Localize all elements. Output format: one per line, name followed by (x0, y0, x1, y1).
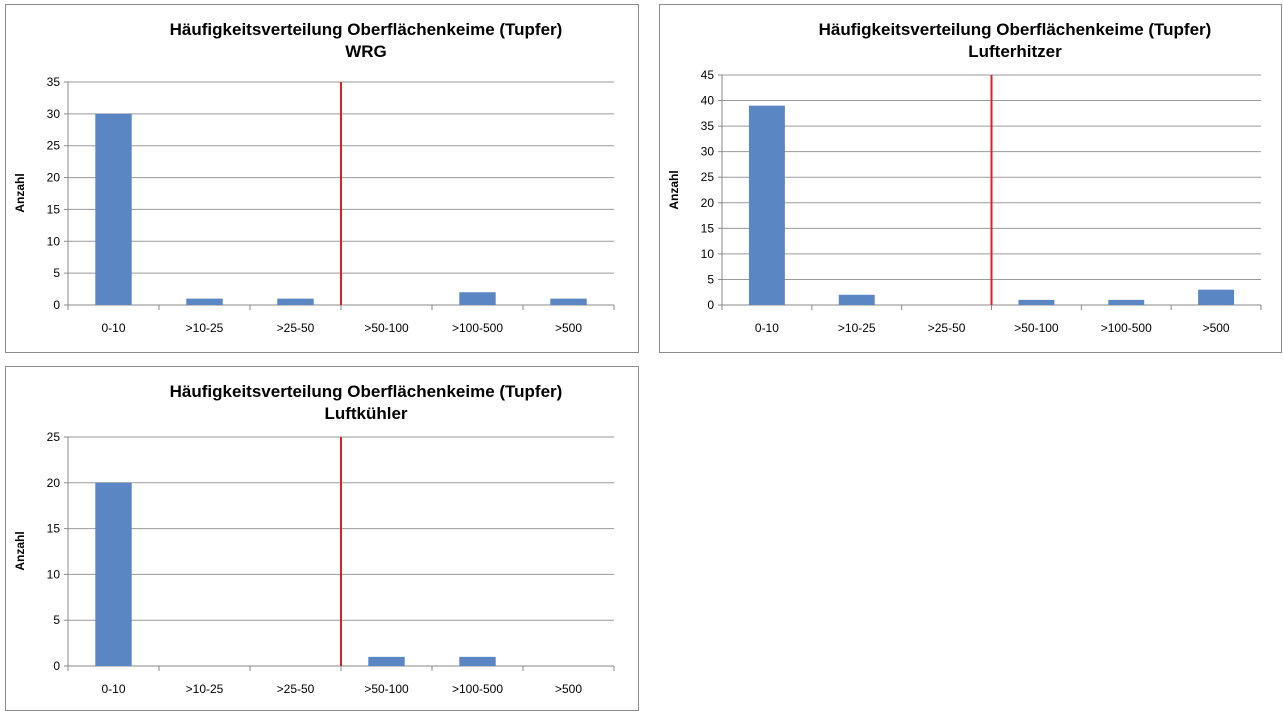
x-tick-label: 0-10 (101, 682, 125, 696)
bar (95, 482, 132, 666)
chart-subtitle: Luftkühler (324, 404, 407, 423)
x-tick-label: >100-500 (452, 321, 503, 335)
y-axis-label: Anzahl (13, 531, 27, 570)
chart-title: Häufigkeitsverteilung Oberflächenkeime (… (170, 20, 563, 39)
chart-panel-luftkuehler: Häufigkeitsverteilung Oberflächenkeime (… (5, 366, 639, 711)
bar (1198, 289, 1235, 305)
bar (95, 113, 132, 305)
y-tick-label: 30 (701, 145, 715, 159)
y-tick-label: 25 (701, 170, 715, 184)
x-tick-label: 0-10 (755, 321, 779, 335)
y-tick-label: 5 (53, 266, 60, 280)
bar (186, 298, 223, 305)
y-tick-label: 5 (707, 272, 714, 286)
y-axis-label: Anzahl (13, 173, 27, 212)
x-tick-label: >50-100 (364, 682, 409, 696)
bar (748, 105, 785, 306)
x-tick-label: >10-25 (186, 321, 224, 335)
x-tick-label: >25-50 (928, 321, 966, 335)
y-tick-label: 15 (47, 522, 61, 536)
bar (459, 292, 496, 305)
y-tick-label: 20 (701, 196, 715, 210)
y-tick-label: 5 (53, 613, 60, 627)
y-tick-label: 0 (707, 298, 714, 312)
bar (550, 298, 587, 305)
y-tick-label: 25 (47, 430, 61, 444)
y-tick-label: 10 (47, 234, 61, 248)
bar (1108, 299, 1145, 305)
y-axis-label: Anzahl (667, 170, 681, 209)
y-tick-label: 30 (47, 107, 61, 121)
chart-title: Häufigkeitsverteilung Oberflächenkeime (… (170, 382, 563, 401)
chart-subtitle: WRG (345, 42, 387, 61)
chart-lufterhitzer: Häufigkeitsverteilung Oberflächenkeime (… (667, 20, 1262, 335)
y-tick-label: 20 (47, 476, 61, 490)
y-tick-label: 10 (47, 567, 61, 581)
y-tick-label: 0 (53, 298, 60, 312)
chart-luftkuehler: Häufigkeitsverteilung Oberflächenkeime (… (13, 382, 615, 696)
y-tick-label: 15 (701, 221, 715, 235)
chart-subtitle: Lufterhitzer (968, 42, 1062, 61)
y-tick-label: 35 (47, 75, 61, 89)
x-tick-label: >10-25 (838, 321, 876, 335)
x-tick-label: >100-500 (452, 682, 503, 696)
bar (368, 656, 405, 666)
y-tick-label: 0 (53, 659, 60, 673)
chart-wrg: Häufigkeitsverteilung Oberflächenkeime (… (13, 20, 615, 335)
bar (277, 298, 314, 305)
y-tick-label: 20 (47, 171, 61, 185)
y-tick-label: 40 (701, 94, 715, 108)
chart-panel-wrg: Häufigkeitsverteilung Oberflächenkeime (… (5, 4, 639, 353)
y-tick-label: 15 (47, 202, 61, 216)
x-tick-label: >10-25 (186, 682, 224, 696)
y-tick-label: 35 (701, 119, 715, 133)
y-tick-label: 45 (701, 68, 715, 82)
x-tick-label: >25-50 (277, 321, 315, 335)
x-tick-label: >100-500 (1101, 321, 1152, 335)
chart-panel-lufterhitzer: Häufigkeitsverteilung Oberflächenkeime (… (659, 4, 1282, 353)
bar (1018, 299, 1055, 305)
x-tick-label: 0-10 (101, 321, 125, 335)
bar (838, 294, 875, 305)
y-tick-label: 25 (47, 139, 61, 153)
x-tick-label: >50-100 (1014, 321, 1059, 335)
x-tick-label: >500 (555, 321, 582, 335)
chart-title: Häufigkeitsverteilung Oberflächenkeime (… (819, 20, 1212, 39)
x-tick-label: >50-100 (364, 321, 409, 335)
y-tick-label: 10 (701, 247, 715, 261)
bar (459, 656, 496, 666)
x-tick-label: >500 (1203, 321, 1230, 335)
x-tick-label: >25-50 (277, 682, 315, 696)
x-tick-label: >500 (555, 682, 582, 696)
